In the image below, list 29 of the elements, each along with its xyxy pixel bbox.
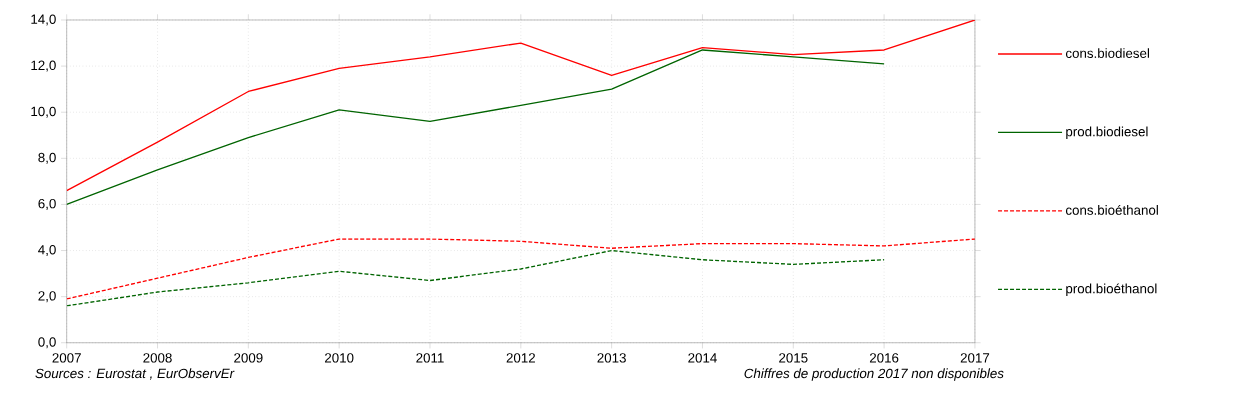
- y-tick-label: 10,0: [31, 106, 56, 118]
- y-tick-label: 6,0: [38, 199, 56, 211]
- x-tick-label: 2015: [779, 353, 808, 363]
- y-tick-label: 0,0: [38, 337, 56, 349]
- legend-label: cons.bioéthanol: [1065, 204, 1158, 215]
- x-tick-label: 2010: [325, 353, 354, 363]
- x-tick-label: 2012: [506, 353, 535, 363]
- line-series: [66, 238, 975, 300]
- x-tick-label: 2017: [960, 353, 990, 363]
- x-tick-label: 2009: [234, 353, 263, 363]
- legend-label: prod.biodiesel: [1066, 126, 1148, 140]
- legend-label: prod.bioéthanol: [1066, 283, 1157, 297]
- y-tick-label: 12,0: [31, 60, 56, 72]
- x-tick-label: 2007: [52, 353, 81, 363]
- line-series: [66, 20, 975, 192]
- line-series: [66, 249, 885, 307]
- x-tick-label: 2011: [416, 353, 444, 363]
- x-tick-label: 2014: [688, 353, 717, 363]
- y-tick-label: 14,0: [31, 14, 56, 26]
- legend-label: cons.biodiesel: [1065, 48, 1149, 59]
- line-series: [66, 49, 885, 206]
- x-tick-label: 2013: [597, 353, 626, 363]
- y-tick-label: 2,0: [38, 291, 56, 303]
- y-tick-label: 4,0: [38, 245, 56, 257]
- y-tick-label: 8,0: [38, 152, 56, 164]
- x-tick-label: 2008: [143, 353, 172, 363]
- source-note: Sources : Eurostat , EurObservEr: [35, 368, 235, 380]
- x-tick-label: 2016: [869, 353, 899, 363]
- text: Chiffres de production 2017 non disponibles: [744, 368, 1004, 381]
